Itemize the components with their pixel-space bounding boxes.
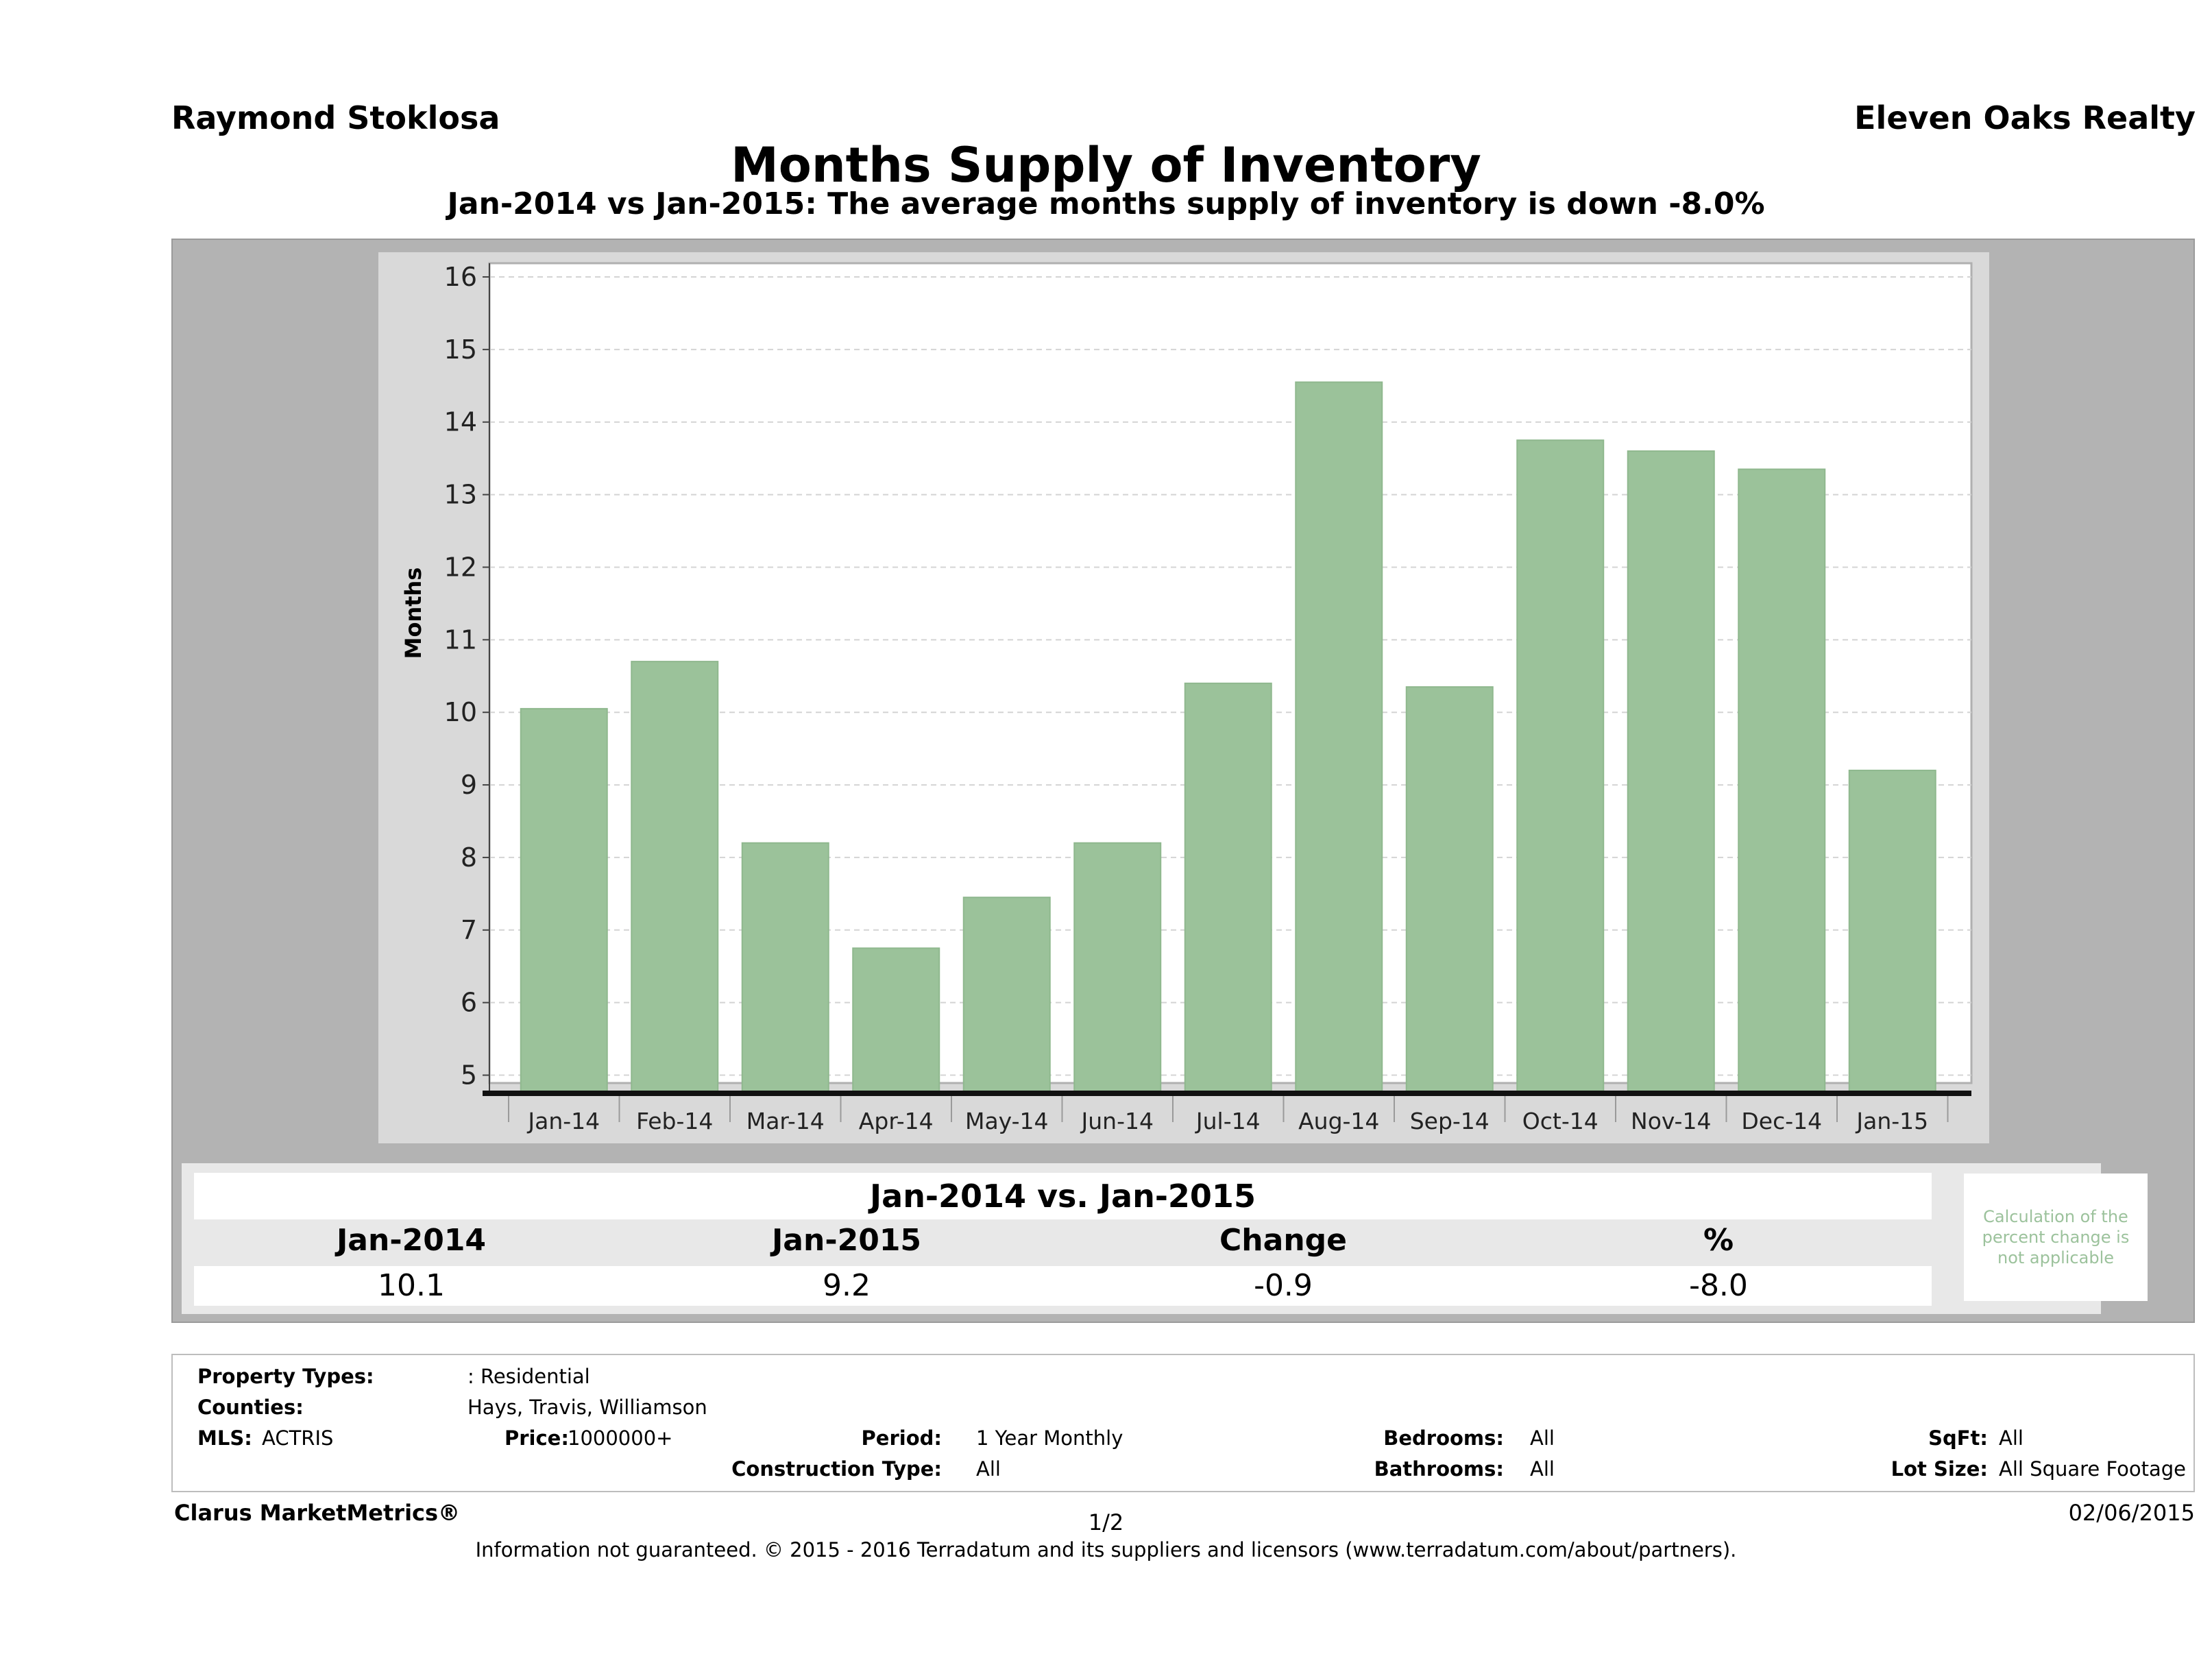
x-tick-label: Nov-14 [1631, 1108, 1711, 1134]
y-tick-label: 14 [444, 407, 477, 437]
counties-label: Counties: [197, 1396, 304, 1419]
y-tick-label: 15 [444, 335, 477, 365]
agent-name: Raymond Stoklosa [171, 99, 500, 136]
y-tick-label: 16 [444, 262, 477, 292]
lot-size-label: Lot Size: [1891, 1457, 1988, 1481]
bar-Feb-14 [631, 661, 719, 1094]
mls-label: MLS: [197, 1426, 252, 1450]
bar-Aug-14 [1295, 381, 1383, 1094]
construction-type-value: All [976, 1457, 1001, 1481]
company-name: Eleven Oaks Realty [1854, 99, 2196, 136]
bar-Jan-15 [1848, 769, 1936, 1094]
page-subtitle: Jan-2014 vs Jan-2015: The average months… [447, 186, 1765, 221]
summary-val-percent: -8.0 [1689, 1268, 1748, 1303]
y-tick-label: 6 [461, 988, 477, 1018]
x-tick-label: Jan-15 [1855, 1108, 1928, 1134]
summary-col-change: Change [1219, 1223, 1347, 1258]
mls-value: ACTRIS [262, 1426, 334, 1450]
page-number: 1/2 [1088, 1509, 1124, 1535]
brand-name: Clarus MarketMetrics® [174, 1500, 461, 1526]
bar-Sep-14 [1405, 686, 1494, 1094]
bathrooms-label: Bathrooms: [1374, 1457, 1504, 1481]
summary-val-jan2015: 9.2 [823, 1268, 871, 1303]
bar-chart: 5 6 7 8 9 10 11 12 13 14 15 16 Jan-14 Feb-14 Mar-14 Apr… [378, 252, 1989, 1143]
period-label: Period: [861, 1426, 942, 1450]
x-tick-label: Oct-14 [1522, 1108, 1599, 1134]
disclaimer: Information not guaranteed. © 2015 - 201… [475, 1538, 1737, 1561]
sqft-label: SqFt: [1928, 1426, 1988, 1450]
property-types-value: : Residential [467, 1365, 590, 1388]
y-axis-label: Months [400, 568, 426, 659]
summary-col-jan2015: Jan-2015 [771, 1223, 922, 1258]
y-tick-label: 13 [444, 480, 477, 510]
bar-Apr-14 [852, 947, 940, 1094]
summary-value-row: 10.1 9.2 -0.9 -8.0 [194, 1266, 1932, 1306]
x-tick-label: Dec-14 [1741, 1108, 1822, 1134]
summary-table: Jan-2014 vs. Jan-2015 Jan-2014 Jan-2015 … [182, 1163, 2101, 1314]
property-types-label: Property Types: [197, 1365, 374, 1388]
bar-Nov-14 [1627, 450, 1715, 1094]
y-tick-label: 10 [444, 697, 477, 727]
x-tick-label: Aug-14 [1298, 1108, 1379, 1134]
summary-col-percent: % [1703, 1223, 1734, 1258]
y-tick-label: 5 [461, 1060, 477, 1091]
x-tick-label: Jun-14 [1080, 1108, 1154, 1134]
bedrooms-value: All [1530, 1426, 1555, 1450]
bar-Oct-14 [1516, 439, 1605, 1094]
lot-size-value: All Square Footage [1999, 1457, 2187, 1481]
percent-change-note: Calculation of the percent change is not… [1964, 1174, 2148, 1301]
x-tick-label: Apr-14 [859, 1108, 934, 1134]
page-title: Months Supply of Inventory [731, 137, 1481, 193]
summary-val-change: -0.9 [1254, 1268, 1313, 1303]
period-value: 1 Year Monthly [976, 1426, 1123, 1450]
summary-val-jan2014: 10.1 [378, 1268, 445, 1303]
x-tick-label: Feb-14 [636, 1108, 713, 1134]
x-tick-label: May-14 [965, 1108, 1049, 1134]
filter-info-panel: Property Types: : Residential Counties: … [171, 1354, 2195, 1492]
y-tick-label: 12 [444, 552, 477, 582]
summary-header-row: Jan-2014 Jan-2015 Change % [194, 1219, 1932, 1262]
x-tick-label: Mar-14 [746, 1108, 825, 1134]
x-tick-label: Sep-14 [1410, 1108, 1490, 1134]
y-tick-label: 8 [461, 842, 477, 873]
y-tick-label: 11 [444, 624, 477, 655]
x-tick-label: Jan-14 [526, 1108, 600, 1134]
bar-Mar-14 [741, 842, 829, 1094]
counties-value: Hays, Travis, Williamson [467, 1396, 707, 1419]
construction-type-label: Construction Type: [731, 1457, 942, 1481]
bathrooms-value: All [1530, 1457, 1555, 1481]
y-tick-label: 7 [461, 915, 477, 945]
bar-Jul-14 [1184, 682, 1272, 1094]
price-value: 1000000+ [568, 1426, 673, 1450]
bar-Jun-14 [1073, 842, 1162, 1094]
bar-Dec-14 [1738, 468, 1826, 1094]
summary-heading: Jan-2014 vs. Jan-2015 [194, 1173, 1932, 1219]
bar-May-14 [962, 897, 1051, 1094]
bedrooms-label: Bedrooms: [1383, 1426, 1504, 1450]
x-tick-label: Jul-14 [1195, 1108, 1261, 1134]
y-tick-label: 9 [461, 770, 477, 800]
report-date: 02/06/2015 [2068, 1500, 2195, 1526]
price-label: Price: [505, 1426, 569, 1450]
summary-col-jan2014: Jan-2014 [336, 1223, 487, 1258]
bar-Jan-14 [520, 707, 608, 1094]
sqft-value: All [1999, 1426, 2023, 1450]
